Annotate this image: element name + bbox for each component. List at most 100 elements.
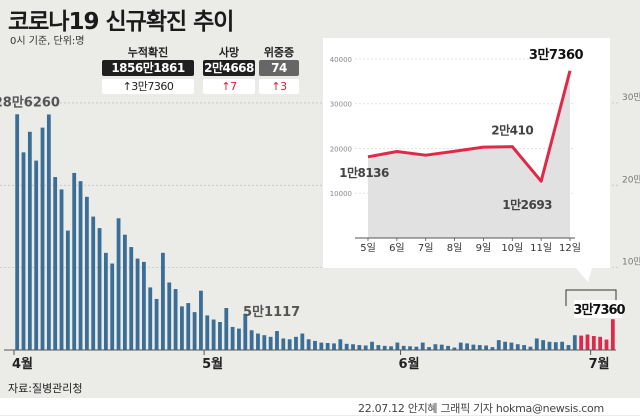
bar	[490, 347, 495, 350]
bar	[370, 341, 374, 350]
bar	[363, 345, 368, 350]
bar	[142, 261, 146, 350]
credit-line: 22.07.12 안지혜 그래픽 기자 hokma@newsis.com	[358, 402, 604, 415]
severe-change: ↑3	[259, 79, 299, 94]
bar	[300, 333, 305, 350]
bar	[566, 345, 571, 350]
bar	[148, 287, 153, 350]
bar	[135, 258, 140, 350]
bar	[186, 303, 191, 350]
bar	[230, 326, 235, 350]
up-arrow-icon: ↑	[221, 80, 231, 93]
inset-x-label: 7일	[418, 242, 434, 254]
bar	[598, 336, 603, 350]
up-arrow-icon: ↑	[122, 80, 132, 93]
bar	[395, 342, 400, 350]
inset-area	[368, 70, 570, 238]
y-tick-label: 20만	[622, 174, 640, 185]
deaths-change: ↑7	[203, 79, 255, 94]
inset-x-label: 8일	[447, 242, 463, 254]
bar	[560, 341, 565, 350]
bar	[408, 346, 412, 350]
bar	[262, 335, 267, 350]
bar	[477, 345, 482, 350]
bar	[389, 346, 393, 350]
bar	[604, 339, 609, 350]
bar	[420, 342, 425, 350]
bar	[59, 189, 64, 350]
bar	[72, 172, 77, 350]
bar	[338, 339, 343, 350]
chart-title: 코로나19 신규확진 추이	[8, 9, 234, 35]
up-arrow-icon: ↑	[271, 80, 281, 93]
source-note: 자료:질병관리청	[8, 382, 83, 395]
cumulative-change: ↑3만7360	[102, 79, 194, 94]
bar	[211, 319, 216, 350]
bar	[224, 308, 229, 350]
bar	[268, 336, 273, 350]
bar	[503, 341, 508, 350]
latest-bracket	[565, 289, 617, 306]
bar	[465, 343, 469, 350]
bar	[344, 343, 349, 350]
bar	[281, 338, 286, 350]
bar	[237, 328, 241, 350]
inset-series-line	[367, 70, 572, 183]
bar	[471, 344, 476, 350]
inset-value-label: 2만410	[491, 123, 533, 138]
inset-value-label: 1만2693	[502, 197, 552, 212]
bar	[15, 114, 20, 350]
bar	[433, 344, 438, 350]
bar-annotation: 28만6260	[0, 94, 60, 110]
inset-value-label: 3만7360	[529, 47, 584, 63]
inset-x-label: 6일	[389, 242, 405, 254]
bar	[173, 289, 178, 350]
severe-value: 74	[259, 60, 299, 76]
bar	[27, 131, 32, 350]
bar	[218, 322, 222, 350]
bar	[205, 315, 210, 350]
bar	[103, 252, 108, 350]
bar	[46, 114, 51, 351]
inset-x-label: 11일	[530, 242, 552, 254]
bar	[515, 344, 520, 350]
bar	[110, 263, 115, 350]
y-tick-label: 30만	[622, 92, 640, 103]
bar	[21, 152, 26, 350]
bar	[579, 335, 584, 350]
bar	[129, 247, 134, 350]
bar	[357, 345, 362, 350]
bar	[547, 341, 552, 350]
month-label: 4월	[12, 356, 33, 372]
bar	[91, 216, 96, 350]
severe-label: 위중증	[263, 46, 295, 59]
bar	[325, 343, 330, 350]
cumulative-label: 누적확진	[127, 46, 169, 59]
inset-x-label: 10일	[501, 242, 523, 254]
latest-label-bg	[574, 300, 622, 318]
bar	[40, 127, 45, 350]
bar	[496, 340, 501, 350]
bar	[382, 345, 387, 350]
bar	[192, 312, 197, 350]
bar	[180, 306, 184, 350]
bar	[249, 330, 254, 350]
month-label: 5월	[202, 356, 223, 372]
bar	[161, 252, 165, 350]
bar	[446, 345, 450, 350]
bar	[522, 345, 527, 350]
bar	[319, 342, 324, 350]
bar	[84, 196, 89, 350]
bar	[256, 333, 260, 350]
bar	[97, 228, 102, 350]
bar	[116, 218, 121, 350]
bar	[484, 345, 488, 350]
bar	[509, 342, 514, 350]
inset-y-tick-label: 20000	[330, 145, 352, 153]
bar	[306, 339, 311, 350]
bar	[534, 338, 539, 350]
bar	[313, 340, 317, 350]
inset-x-label: 12일	[559, 242, 581, 254]
inset-y-tick-label: 40000	[330, 56, 352, 64]
